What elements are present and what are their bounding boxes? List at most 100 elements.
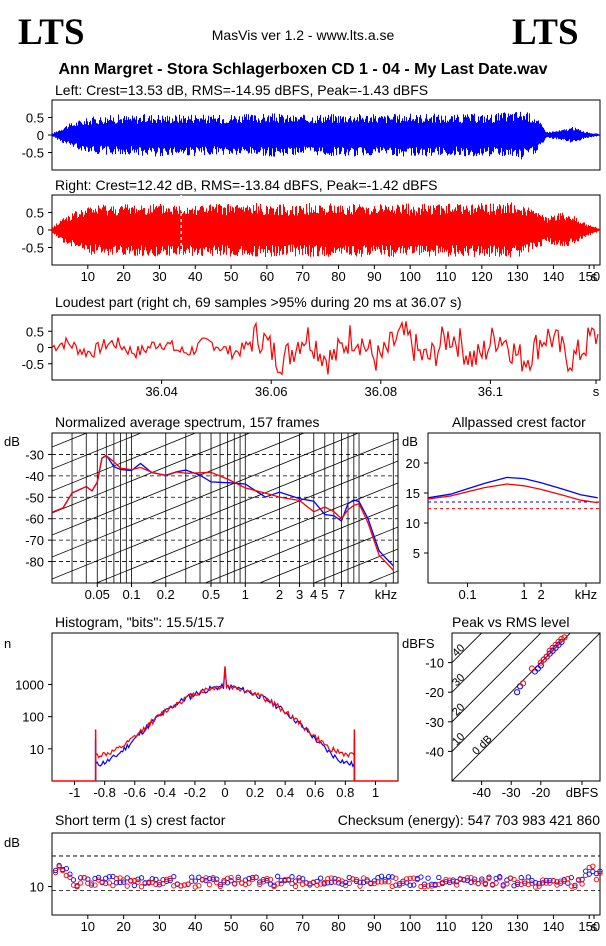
shortterm-point-left xyxy=(547,877,553,884)
shortterm-point-right xyxy=(572,884,578,890)
shortterm-point-right xyxy=(407,875,413,882)
spectrum-ytick--60: -60 xyxy=(25,512,44,527)
spectrum-slope xyxy=(312,548,398,583)
right-ytick-0.5: 0.5 xyxy=(26,206,44,221)
shortterm-point-right xyxy=(568,883,574,889)
shortterm-point-right xyxy=(393,875,399,881)
shortterm-point-right xyxy=(282,876,288,883)
right-ytick-0: 0 xyxy=(37,223,44,238)
shortterm-point-right xyxy=(110,882,116,889)
peakrms-diagonal-30 xyxy=(452,633,512,693)
shortterm-point-right xyxy=(228,874,234,881)
shortterm-point-left xyxy=(257,879,263,885)
shortterm-point-left xyxy=(411,882,417,888)
histogram-xtick-0.6: 0.6 xyxy=(306,785,324,800)
shortterm-point-right xyxy=(196,883,202,889)
shortterm-point-left xyxy=(95,874,102,881)
shortterm-point-left xyxy=(586,871,592,877)
shortterm-point-right xyxy=(278,881,284,887)
shortterm-point-right xyxy=(85,880,91,886)
shortterm-point-left xyxy=(572,882,578,889)
shortterm-ylabel: dB xyxy=(4,835,20,850)
shortterm-point-right xyxy=(346,880,352,887)
spectrum-slope xyxy=(52,433,143,470)
shortterm-point-left xyxy=(317,875,324,881)
spectrum-xtick-1: 1 xyxy=(242,587,249,602)
shortterm-point-right xyxy=(106,880,112,886)
shortterm-point-right xyxy=(285,876,292,882)
shortterm-point-right xyxy=(52,869,59,876)
spectrum-slope xyxy=(52,433,306,536)
loudest-frame xyxy=(51,314,601,381)
peakrms-point-left xyxy=(537,662,544,669)
shortterm-point-left xyxy=(568,874,574,881)
shortterm-point-right xyxy=(78,880,84,886)
shortterm-point-left xyxy=(138,875,145,881)
peakrms-diagonal-label-1: 30 xyxy=(450,672,467,689)
shortterm-point-right xyxy=(81,875,87,881)
shortterm-point-left xyxy=(357,879,363,885)
shortterm-point-right xyxy=(332,879,338,885)
shortterm-point-right xyxy=(321,880,327,886)
shortterm-point-right xyxy=(529,880,535,886)
shortterm-point-right xyxy=(167,875,173,882)
shortterm-point-left xyxy=(289,874,295,880)
shortterm-xtick-110: 110 xyxy=(436,919,457,934)
right-xtick-60: 60 xyxy=(260,269,274,284)
histogram-xtick-0.2: 0.2 xyxy=(246,785,264,800)
shortterm-point-right xyxy=(267,876,274,883)
spectrum-line-right xyxy=(52,455,394,571)
shortterm-point-right xyxy=(253,874,259,880)
crest-title: Allpassed crest factor xyxy=(452,414,586,430)
shortterm-point-right xyxy=(550,878,557,884)
right-ytick--0.5: -0.5 xyxy=(22,241,44,256)
shortterm-point-right xyxy=(264,875,270,882)
shortterm-title: Short term (1 s) crest factor xyxy=(55,812,226,828)
shortterm-point-right xyxy=(386,879,392,885)
shortterm-point-left xyxy=(206,876,213,882)
spectrum-xtick-0.1: 0.1 xyxy=(122,587,140,602)
shortterm-point-right xyxy=(260,879,266,885)
shortterm-point-right xyxy=(414,876,420,883)
spectrum-title: Normalized average spectrum, 157 frames xyxy=(55,414,320,430)
crest-xtick-1: 1 xyxy=(520,587,527,602)
spectrum-ytick--80: -80 xyxy=(25,555,44,570)
peakrms-ytick--40: -40 xyxy=(425,744,444,759)
shortterm-point-left xyxy=(153,876,159,883)
shortterm-point-right xyxy=(339,878,345,884)
shortterm-point-right xyxy=(246,880,252,886)
shortterm-point-right xyxy=(303,880,309,886)
histogram-title: Histogram, "bits": 15.5/15.7 xyxy=(55,614,225,630)
right-xtick-20: 20 xyxy=(116,269,130,284)
shortterm-point-right xyxy=(206,881,213,888)
shortterm-point-right xyxy=(518,881,524,888)
crest-xtick-2: 2 xyxy=(537,587,544,602)
shortterm-point-right xyxy=(314,882,320,888)
right-xtick-70: 70 xyxy=(295,269,309,284)
histogram-xtick--0.2: -0.2 xyxy=(184,785,206,800)
shortterm-point-right xyxy=(232,881,238,887)
peakrms-point-right xyxy=(558,635,565,643)
shortterm-point-left xyxy=(386,873,392,880)
shortterm-point-right xyxy=(432,882,438,888)
checksum: Checksum (energy): 547 703 983 421 860 xyxy=(338,812,600,828)
peakrms-point-right xyxy=(519,680,527,687)
shortterm-point-right xyxy=(583,872,589,879)
spectrum-slope xyxy=(52,241,398,381)
shortterm-xtick-20: 20 xyxy=(116,919,130,934)
shortterm-point-right xyxy=(189,878,195,884)
shortterm-point-right xyxy=(532,884,539,890)
shortterm-point-right xyxy=(113,875,120,882)
shortterm-point-right xyxy=(418,883,424,890)
crest-ytick-15: 15 xyxy=(406,486,420,501)
shortterm-ytick-10: 10 xyxy=(30,880,44,895)
shortterm-point-right xyxy=(586,864,592,871)
shortterm-point-left xyxy=(407,882,413,888)
shortterm-point-right xyxy=(235,877,241,883)
shortterm-point-right xyxy=(92,882,98,888)
spectrum-xtick-0.5: 0.5 xyxy=(202,587,220,602)
shortterm-point-right xyxy=(389,883,395,890)
right-xtick-10: 10 xyxy=(81,269,95,284)
shortterm-point-right xyxy=(565,875,571,882)
